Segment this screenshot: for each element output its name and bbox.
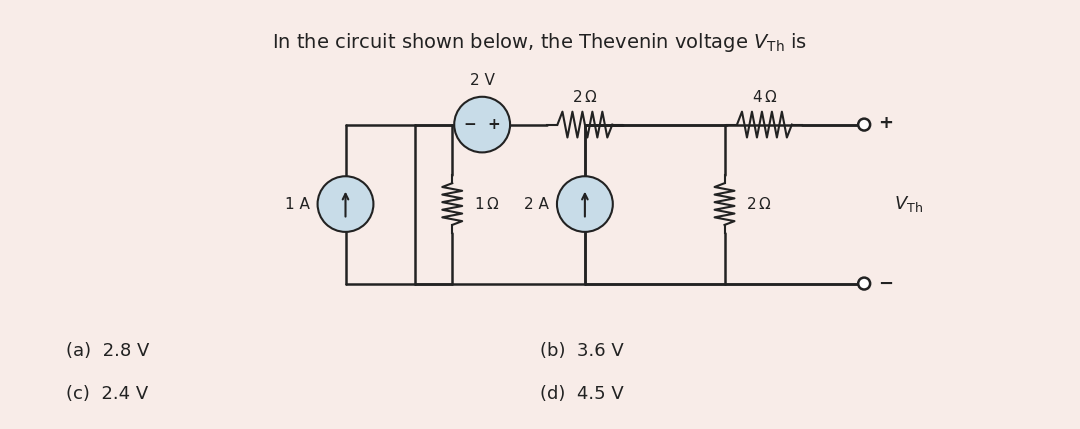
Circle shape — [455, 97, 510, 152]
Circle shape — [859, 119, 870, 130]
Circle shape — [557, 176, 612, 232]
Circle shape — [859, 278, 870, 290]
Text: In the circuit shown below, the Thevenin voltage $V_{\mathrm{Th}}$ is: In the circuit shown below, the Thevenin… — [272, 31, 808, 54]
Text: (a)  2.8 V: (a) 2.8 V — [66, 342, 149, 360]
Text: (b)  3.6 V: (b) 3.6 V — [540, 342, 624, 360]
Text: −: − — [878, 275, 893, 293]
Text: +: + — [878, 114, 893, 132]
Text: (d)  4.5 V: (d) 4.5 V — [540, 384, 624, 402]
Text: $V_{\mathrm{Th}}$: $V_{\mathrm{Th}}$ — [894, 194, 923, 214]
Text: 2 A: 2 A — [524, 196, 549, 211]
Text: $4\,\Omega$: $4\,\Omega$ — [752, 89, 778, 105]
Text: $2\,\Omega$: $2\,\Omega$ — [572, 89, 597, 105]
Text: +: + — [487, 117, 500, 132]
Text: −: − — [463, 117, 476, 132]
Text: $1\,\Omega$: $1\,\Omega$ — [474, 196, 499, 212]
Circle shape — [318, 176, 374, 232]
Text: 2 V: 2 V — [470, 73, 495, 88]
Text: (c)  2.4 V: (c) 2.4 V — [66, 384, 148, 402]
Text: $2\,\Omega$: $2\,\Omega$ — [746, 196, 772, 212]
Text: 1 A: 1 A — [285, 196, 310, 211]
